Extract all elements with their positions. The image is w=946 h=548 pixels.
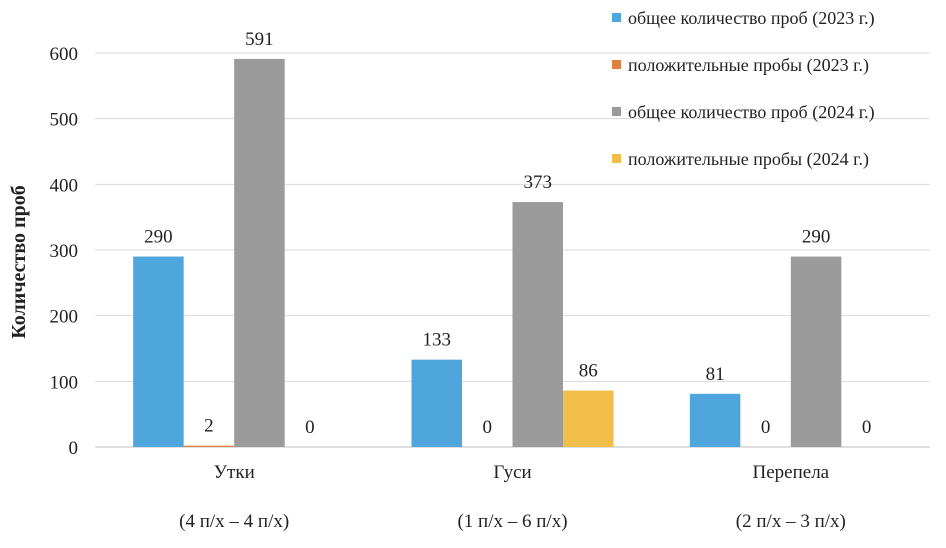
- bar: [689, 393, 741, 447]
- y-tick-label: 100: [50, 372, 79, 393]
- y-axis-label: Количество проб: [8, 185, 30, 338]
- data-label: 591: [245, 29, 274, 50]
- bar: [133, 256, 184, 447]
- x-axis: Утки (4 п/х – 4 п/х) Гуси (1 п/х – 6 п/х) Пе…: [179, 462, 846, 532]
- x-tick-label: Перепела: [753, 462, 830, 483]
- legend-swatch: [612, 107, 621, 116]
- x-subcategory-label: (1 п/х – 6 п/х): [457, 511, 567, 532]
- legend-swatch: [612, 154, 621, 163]
- y-tick-label: 500: [50, 110, 79, 131]
- bars: [133, 58, 842, 447]
- y-tick-label: 200: [50, 307, 79, 328]
- x-subcategory-label: (4 п/х – 4 п/х): [179, 511, 289, 532]
- x-tick-label: Утки: [214, 462, 255, 483]
- data-label: 0: [305, 417, 315, 438]
- bar: [183, 445, 235, 447]
- legend-label: положительные пробы (2024 г.): [628, 149, 869, 170]
- y-tick-label: 300: [50, 241, 79, 262]
- bar: [563, 390, 614, 447]
- legend-label: положительные пробы (2023 г.): [628, 55, 869, 76]
- bar: [234, 58, 285, 447]
- data-label: 290: [802, 227, 831, 248]
- bar: [411, 359, 462, 447]
- data-label: 2: [204, 416, 214, 437]
- y-tick-label: 0: [69, 438, 79, 459]
- data-label: 0: [761, 417, 771, 438]
- legend-label: общее количество проб (2023 г.): [628, 8, 875, 29]
- x-subcategory-label: (2 п/х – 3 п/х): [736, 511, 846, 532]
- data-label: 0: [483, 417, 493, 438]
- legend-swatch: [612, 13, 621, 22]
- x-tick-label: Гуси: [493, 462, 531, 483]
- y-axis: 0 100 200 300 400 500 600: [50, 44, 79, 459]
- bar: [790, 256, 842, 447]
- data-label: 0: [862, 417, 872, 438]
- data-label: 86: [579, 361, 598, 382]
- data-label: 81: [706, 364, 725, 385]
- data-label: 373: [524, 172, 553, 193]
- legend: общее количество проб (2023 г.) положител…: [612, 8, 875, 170]
- y-tick-label: 600: [50, 44, 79, 65]
- data-labels: 290 2 591 0 133 0 373 86 81 0 290 0: [144, 29, 871, 438]
- data-label: 290: [144, 227, 173, 248]
- legend-label: общее количество проб (2024 г.): [628, 102, 875, 123]
- data-label: 133: [423, 330, 452, 351]
- bar: [512, 202, 563, 447]
- y-tick-label: 400: [50, 175, 79, 196]
- legend-swatch: [612, 60, 621, 69]
